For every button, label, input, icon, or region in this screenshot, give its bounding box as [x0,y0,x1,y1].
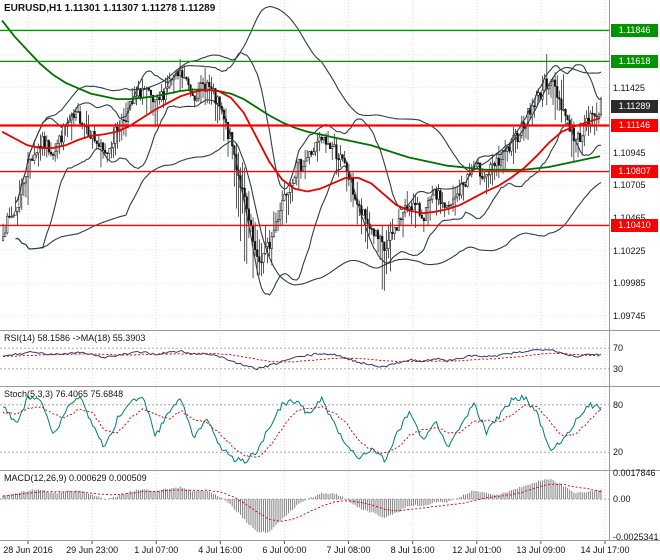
rsi-level-label: 70 [613,343,624,354]
stoch-level-label: 80 [613,399,624,410]
price-tick-label: 1.10705 [613,180,646,191]
price-tick-label: 1.09985 [613,278,646,289]
time-label: 7 Jul 08:00 [326,545,371,555]
time-label: 29 Jun 23:00 [66,545,119,555]
price-tick-label: 1.09745 [613,310,646,321]
price-tick-label: 1.10225 [613,245,646,256]
stoch-header: Stoch(5,3,3) 76.4065 75.6848 [4,389,124,399]
price-marker-support: 1.10410 [611,218,658,232]
time-label: 8 Jul 16:00 [390,545,435,555]
macd-axis-label: 0.0017846 [613,468,656,478]
macd-axis-label: 0.00 [613,494,631,505]
time-label: 1 Jul 07:00 [134,545,179,555]
rsi-level-label: 30 [613,363,624,374]
time-label: 13 Jul 09:00 [516,545,566,555]
ohlc-header: EURUSD,H1 1.11301 1.11307 1.11278 1.1128… [4,3,216,14]
price-marker-resistance: 1.11618 [611,54,658,68]
macd-header: MACD(12,26,9) 0.000629 0.000509 [4,473,147,483]
price-marker-current: 1.11289 [611,99,658,113]
time-label: 28 Jun 2016 [3,545,53,555]
price-tick-label: 1.11425 [613,82,645,93]
macd-axis-label: -0.0025341 [613,531,659,542]
time-label: 4 Jul 16:00 [198,545,243,555]
time-label: 6 Jul 00:00 [262,545,307,555]
price-marker-support: 1.10807 [611,165,658,179]
time-label: 12 Jul 01:00 [452,545,502,555]
stoch-level-label: 20 [613,447,624,458]
price-marker-resistance: 1.11846 [611,23,658,37]
price-tick-label: 1.10945 [613,147,646,158]
rsi-header: RSI(14) 58.1586 ->MA(18) 55.3903 [4,333,146,343]
price-marker-support: 1.11146 [611,118,658,132]
time-label: 14 Jul 17:00 [580,545,630,555]
price-tick-label: 1.10465 [613,213,646,223]
